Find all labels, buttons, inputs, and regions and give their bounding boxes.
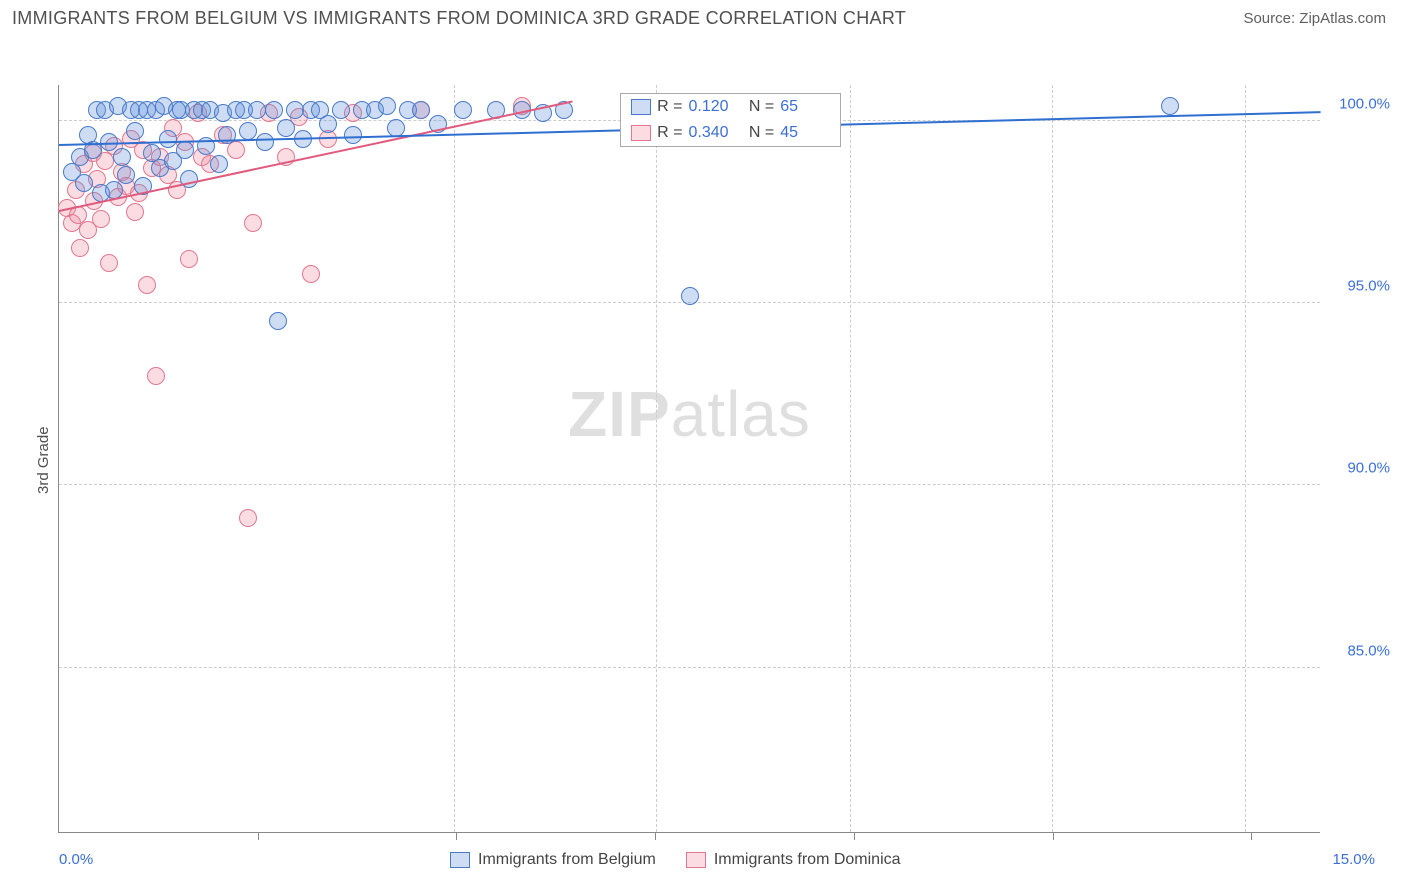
scatter-point <box>239 509 257 527</box>
scatter-point <box>176 141 194 159</box>
gridline <box>850 85 851 832</box>
legend-swatch <box>631 125 651 141</box>
scatter-point <box>180 250 198 268</box>
legend-row: R = 0.120 N = 65 <box>621 94 840 120</box>
scatter-point <box>117 166 135 184</box>
scatter-point <box>159 130 177 148</box>
scatter-point <box>332 101 350 119</box>
scatter-point <box>126 122 144 140</box>
gridline <box>454 85 455 832</box>
scatter-point <box>412 101 430 119</box>
legend-label: Immigrants from Dominica <box>714 851 901 869</box>
gridline <box>59 667 1320 668</box>
legend-n-value: 45 <box>780 124 830 142</box>
x-tick-mark <box>854 832 855 840</box>
y-tick-label: 90.0% <box>1330 460 1390 477</box>
scatter-point <box>1161 97 1179 115</box>
legend-swatch <box>686 852 706 868</box>
scatter-point <box>100 254 118 272</box>
chart-header: IMMIGRANTS FROM BELGIUM VS IMMIGRANTS FR… <box>0 0 1406 33</box>
scatter-point <box>126 203 144 221</box>
gridline <box>1245 85 1246 832</box>
legend-r-label: R = <box>657 98 682 116</box>
y-tick-label: 85.0% <box>1330 642 1390 659</box>
scatter-point <box>286 101 304 119</box>
gridline <box>59 484 1320 485</box>
legend-label: Immigrants from Belgium <box>478 851 656 869</box>
scatter-point <box>71 239 89 257</box>
legend-item: Immigrants from Belgium <box>450 851 656 869</box>
scatter-point <box>265 101 283 119</box>
scatter-point <box>256 133 274 151</box>
legend-r-label: R = <box>657 124 682 142</box>
y-tick-label: 95.0% <box>1330 277 1390 294</box>
scatter-point <box>138 276 156 294</box>
scatter-point <box>113 148 131 166</box>
scatter-point <box>344 126 362 144</box>
stats-legend: R = 0.120 N = 65 R = 0.340 N = 45 <box>620 93 841 147</box>
gridline <box>656 85 657 832</box>
series-legend: Immigrants from Belgium Immigrants from D… <box>450 851 901 869</box>
plot-area: ZIPatlas 85.0%90.0%95.0%100.0%0.0%15.0%3… <box>58 85 1320 833</box>
x-tick-mark <box>655 832 656 840</box>
scatter-point <box>454 101 472 119</box>
scatter-point <box>277 119 295 137</box>
chart-title: IMMIGRANTS FROM BELGIUM VS IMMIGRANTS FR… <box>12 8 906 29</box>
scatter-point <box>75 174 93 192</box>
chart-source: Source: ZipAtlas.com <box>1243 10 1386 27</box>
legend-r-value: 0.120 <box>688 98 738 116</box>
x-tick-label: 15.0% <box>1332 851 1375 868</box>
scatter-point <box>302 265 320 283</box>
x-tick-mark <box>1251 832 1252 840</box>
scatter-point <box>210 155 228 173</box>
scatter-point <box>92 210 110 228</box>
scatter-point <box>378 97 396 115</box>
legend-n-label: N = <box>744 98 774 116</box>
watermark: ZIPatlas <box>568 377 811 451</box>
x-tick-mark <box>1053 832 1054 840</box>
x-tick-mark <box>258 832 259 840</box>
gridline <box>1052 85 1053 832</box>
legend-swatch <box>631 99 651 115</box>
legend-swatch <box>450 852 470 868</box>
x-tick-label: 0.0% <box>59 851 93 868</box>
scatter-point <box>681 287 699 305</box>
legend-row: R = 0.340 N = 45 <box>621 120 840 146</box>
x-tick-mark <box>456 832 457 840</box>
scatter-point <box>147 367 165 385</box>
legend-n-label: N = <box>744 124 774 142</box>
y-tick-label: 100.0% <box>1330 95 1390 112</box>
legend-n-value: 65 <box>780 98 830 116</box>
scatter-point <box>248 101 266 119</box>
scatter-point <box>244 214 262 232</box>
legend-item: Immigrants from Dominica <box>686 851 901 869</box>
y-axis-title: 3rd Grade <box>35 426 52 494</box>
scatter-point <box>319 115 337 133</box>
scatter-point <box>269 312 287 330</box>
scatter-point <box>239 122 257 140</box>
legend-r-value: 0.340 <box>688 124 738 142</box>
